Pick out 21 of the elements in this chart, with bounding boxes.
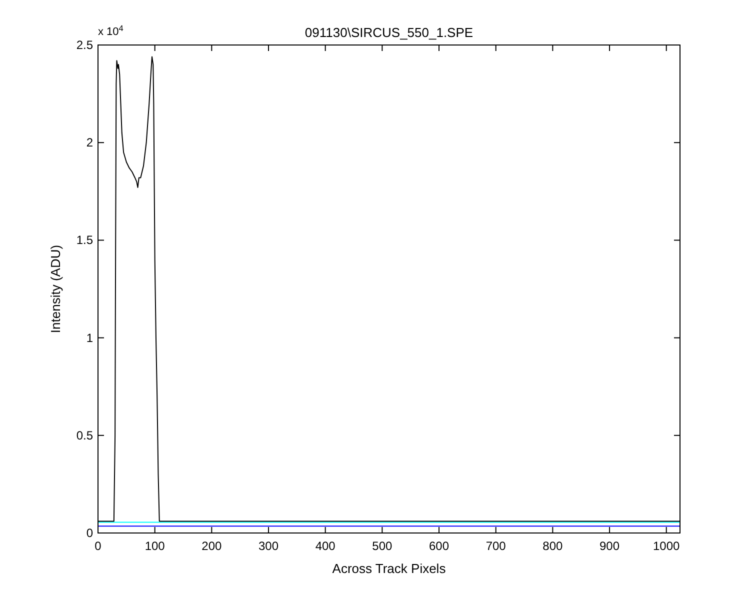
x-tick-label: 100 (144, 539, 166, 553)
y-tick-label: 2 (86, 136, 94, 150)
x-tick-label: 600 (429, 539, 450, 553)
x-tick-label: 500 (372, 539, 393, 553)
x-tick-label: 200 (202, 539, 222, 553)
x-tick-label: 0 (94, 539, 102, 553)
y-tick-label: 2.5 (76, 38, 94, 52)
y-tick-label: 0.5 (76, 428, 94, 442)
x-axis-title: Across Track Pixels (332, 561, 446, 576)
x-tick-label: 900 (600, 539, 620, 553)
x-tick-label: 700 (486, 539, 506, 553)
chart-title: 091130\SIRCUS_550_1.SPE (304, 25, 474, 40)
y-tick-label: 0 (86, 526, 94, 540)
x-tick-label: 400 (315, 539, 336, 553)
x-tick-label: 1000 (653, 539, 680, 553)
x-tick-label: 300 (258, 539, 279, 553)
y-axis-title: Intensity (ADU) (48, 244, 63, 334)
y-tick-label: 1 (86, 330, 94, 345)
x-tick-label: 800 (542, 539, 564, 553)
y-tick-label: 1.5 (76, 233, 94, 248)
text: x 10$^{4}$ (98, 24, 124, 38)
